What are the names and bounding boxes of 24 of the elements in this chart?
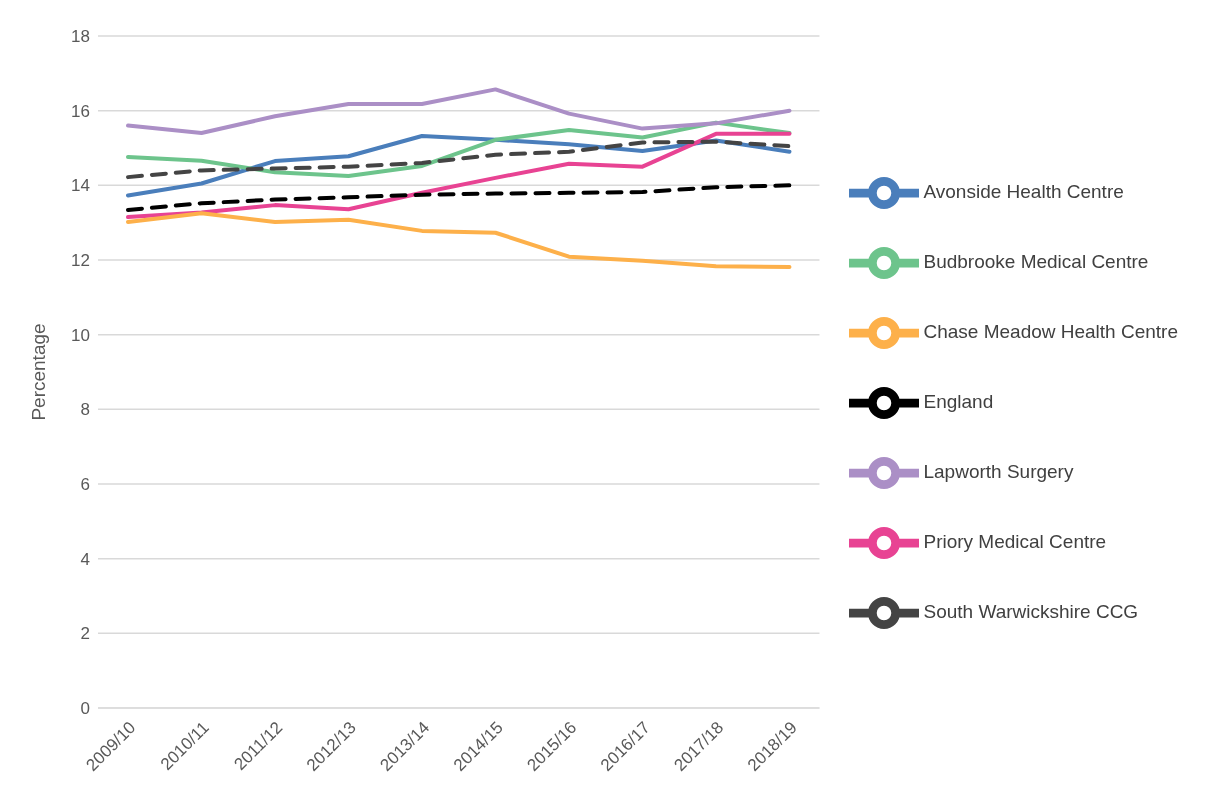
line-series xyxy=(126,139,792,180)
legend-label: Avonside Health Centre xyxy=(923,181,1124,203)
line-series xyxy=(126,120,792,178)
y-tick-label: 14 xyxy=(71,176,90,196)
y-tick-label: 2 xyxy=(80,624,90,644)
legend-label: Priory Medical Centre xyxy=(923,531,1107,553)
y-tick-label: 10 xyxy=(71,325,90,345)
y-tick-label: 16 xyxy=(71,101,90,121)
legend-label: Chase Meadow Health Centre xyxy=(923,321,1178,343)
line-series xyxy=(126,87,792,136)
legend-label: England xyxy=(923,391,994,413)
line-series xyxy=(126,131,792,220)
line-series xyxy=(126,183,792,212)
y-axis-title: Percentage xyxy=(27,323,49,421)
legend-label: Lapworth Surgery xyxy=(923,461,1074,483)
y-tick-label: 18 xyxy=(71,27,90,47)
line-series xyxy=(126,211,792,270)
y-tick-label: 0 xyxy=(80,699,90,719)
legend-label: Budbrooke Medical Centre xyxy=(923,251,1149,273)
y-tick-label: 6 xyxy=(80,475,90,495)
y-tick-label: 12 xyxy=(71,251,90,271)
legend-label: South Warwickshire CCG xyxy=(923,601,1139,623)
y-tick-label: 8 xyxy=(80,400,90,420)
y-tick-label: 4 xyxy=(80,549,90,569)
